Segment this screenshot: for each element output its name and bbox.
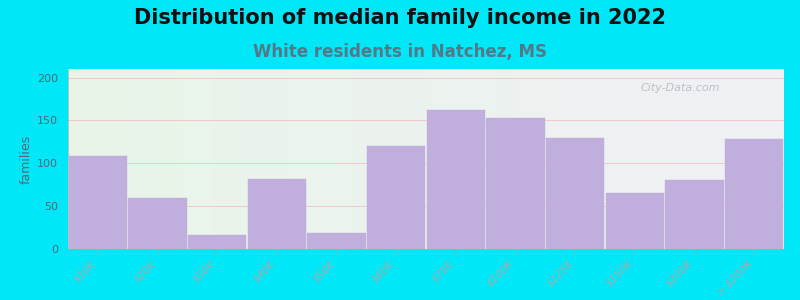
Bar: [128, 198, 186, 249]
Bar: [546, 138, 605, 249]
Text: Distribution of median family income in 2022: Distribution of median family income in …: [134, 8, 666, 28]
Bar: [247, 179, 306, 249]
Text: White residents in Natchez, MS: White residents in Natchez, MS: [253, 44, 547, 62]
Y-axis label: families: families: [20, 134, 33, 184]
Bar: [666, 180, 724, 249]
Bar: [426, 110, 485, 249]
Bar: [725, 139, 783, 249]
Bar: [69, 156, 127, 249]
Bar: [486, 118, 545, 249]
Bar: [188, 235, 246, 249]
Text: City-Data.com: City-Data.com: [641, 83, 720, 93]
Bar: [606, 193, 664, 249]
Bar: [367, 146, 426, 249]
Bar: [307, 233, 366, 249]
